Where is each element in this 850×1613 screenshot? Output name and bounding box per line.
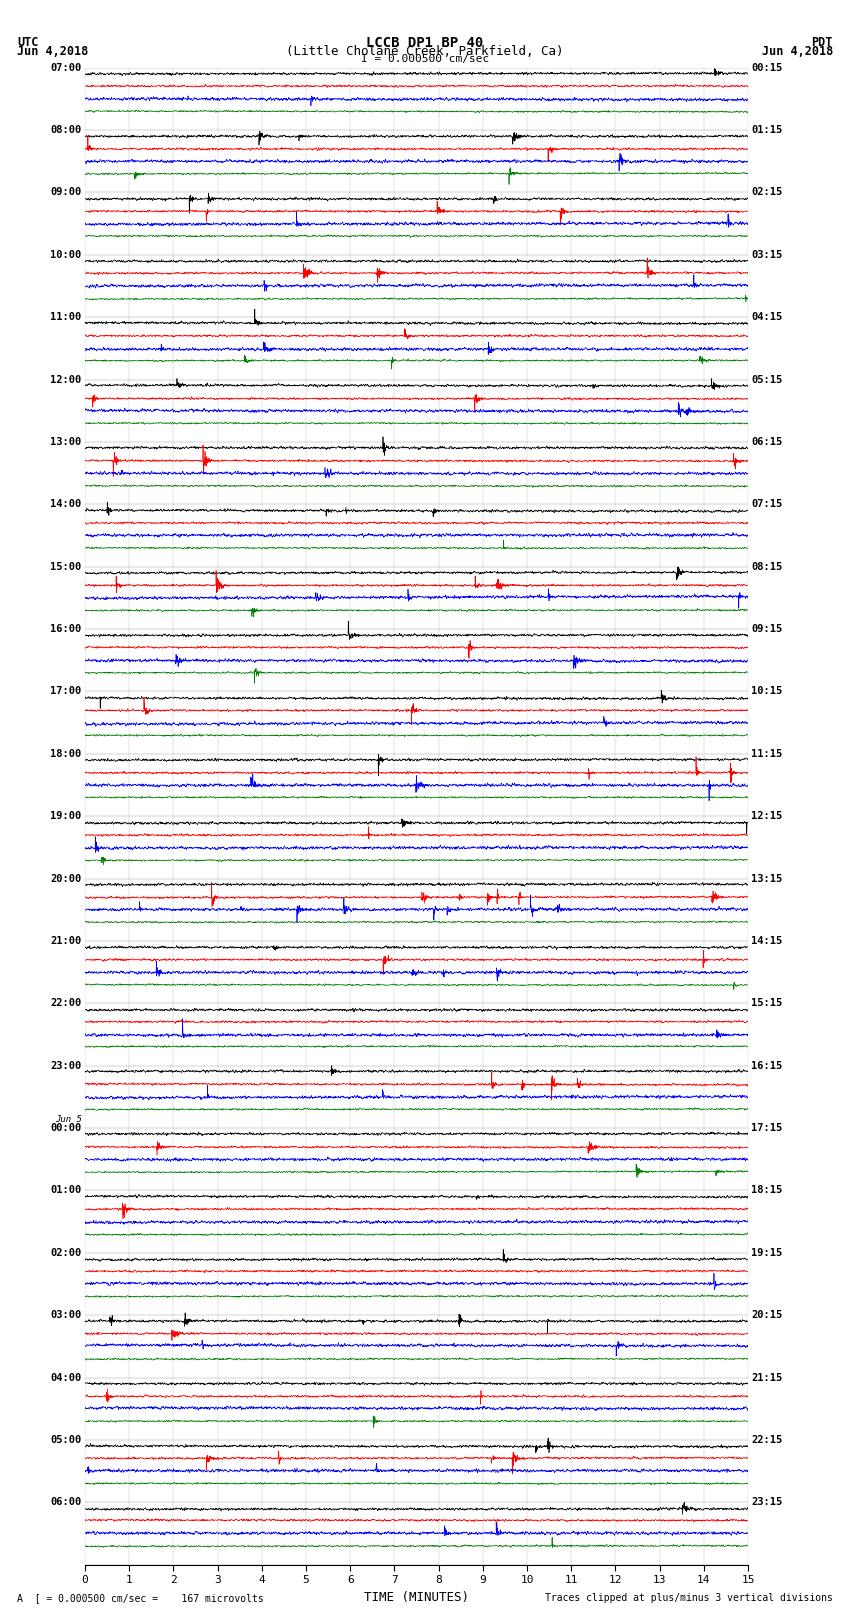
Text: 18:15: 18:15	[751, 1186, 783, 1195]
Text: LCCB DP1 BP 40: LCCB DP1 BP 40	[366, 37, 484, 50]
Text: 19:15: 19:15	[751, 1248, 783, 1258]
Text: 03:15: 03:15	[751, 250, 783, 260]
Text: (Little Cholane Creek, Parkfield, Ca): (Little Cholane Creek, Parkfield, Ca)	[286, 45, 564, 58]
Text: 19:00: 19:00	[50, 811, 82, 821]
Text: 09:15: 09:15	[751, 624, 783, 634]
Text: 16:15: 16:15	[751, 1061, 783, 1071]
Text: 11:15: 11:15	[751, 748, 783, 758]
Text: 14:00: 14:00	[50, 500, 82, 510]
Text: UTC: UTC	[17, 37, 38, 50]
Text: 20:00: 20:00	[50, 874, 82, 884]
Text: 12:15: 12:15	[751, 811, 783, 821]
Text: Jun 5: Jun 5	[54, 1115, 82, 1124]
Text: 12:00: 12:00	[50, 374, 82, 384]
Text: 22:15: 22:15	[751, 1436, 783, 1445]
Text: I = 0.000500 cm/sec: I = 0.000500 cm/sec	[361, 53, 489, 65]
Text: 11:00: 11:00	[50, 313, 82, 323]
Text: 07:15: 07:15	[751, 500, 783, 510]
Text: 05:00: 05:00	[50, 1436, 82, 1445]
Text: 08:00: 08:00	[50, 126, 82, 135]
Text: 13:00: 13:00	[50, 437, 82, 447]
Text: 17:15: 17:15	[751, 1123, 783, 1132]
Text: 14:15: 14:15	[751, 936, 783, 945]
Text: 09:00: 09:00	[50, 187, 82, 197]
Text: 15:00: 15:00	[50, 561, 82, 571]
Text: 06:15: 06:15	[751, 437, 783, 447]
Text: 13:15: 13:15	[751, 874, 783, 884]
Text: 16:00: 16:00	[50, 624, 82, 634]
Text: 08:15: 08:15	[751, 561, 783, 571]
Text: 01:00: 01:00	[50, 1186, 82, 1195]
Text: 02:00: 02:00	[50, 1248, 82, 1258]
Text: 22:00: 22:00	[50, 998, 82, 1008]
Text: 06:00: 06:00	[50, 1497, 82, 1507]
Text: 03:00: 03:00	[50, 1310, 82, 1319]
Text: 04:00: 04:00	[50, 1373, 82, 1382]
Text: 04:15: 04:15	[751, 313, 783, 323]
Text: 10:15: 10:15	[751, 687, 783, 697]
Text: PDT: PDT	[812, 37, 833, 50]
Text: 07:00: 07:00	[50, 63, 82, 73]
Text: 23:00: 23:00	[50, 1061, 82, 1071]
Text: 15:15: 15:15	[751, 998, 783, 1008]
X-axis label: TIME (MINUTES): TIME (MINUTES)	[364, 1590, 469, 1603]
Text: 01:15: 01:15	[751, 126, 783, 135]
Text: 00:00: 00:00	[50, 1123, 82, 1132]
Text: 21:00: 21:00	[50, 936, 82, 945]
Text: 17:00: 17:00	[50, 687, 82, 697]
Text: Traces clipped at plus/minus 3 vertical divisions: Traces clipped at plus/minus 3 vertical …	[545, 1594, 833, 1603]
Text: 02:15: 02:15	[751, 187, 783, 197]
Text: 05:15: 05:15	[751, 374, 783, 384]
Text: A  [ = 0.000500 cm/sec =    167 microvolts: A [ = 0.000500 cm/sec = 167 microvolts	[17, 1594, 264, 1603]
Text: 18:00: 18:00	[50, 748, 82, 758]
Text: 00:15: 00:15	[751, 63, 783, 73]
Text: 20:15: 20:15	[751, 1310, 783, 1319]
Text: 10:00: 10:00	[50, 250, 82, 260]
Text: Jun 4,2018: Jun 4,2018	[762, 45, 833, 58]
Text: 23:15: 23:15	[751, 1497, 783, 1507]
Text: Jun 4,2018: Jun 4,2018	[17, 45, 88, 58]
Text: 21:15: 21:15	[751, 1373, 783, 1382]
